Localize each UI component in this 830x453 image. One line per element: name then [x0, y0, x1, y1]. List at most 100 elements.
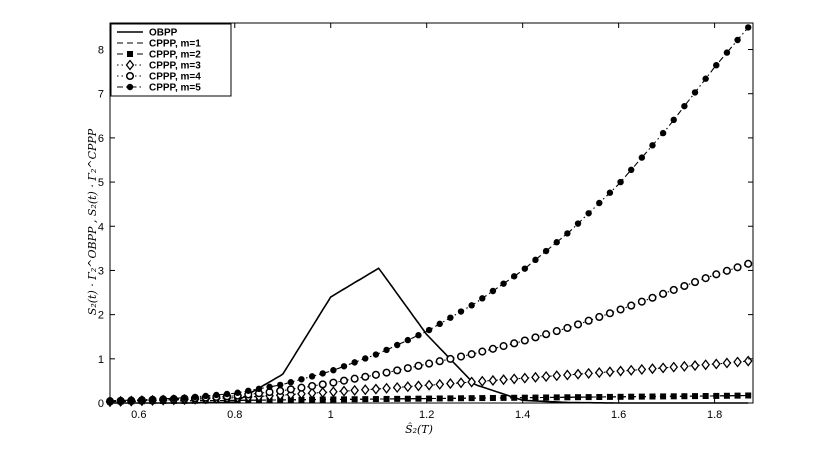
legend-label: CPPP, m=5 — [149, 83, 201, 94]
series-marker — [510, 339, 519, 348]
legend-entry: OBPP — [117, 28, 178, 39]
series-marker — [351, 359, 358, 366]
series-marker — [309, 396, 316, 403]
series-marker — [181, 394, 188, 402]
series-layer — [105, 24, 753, 408]
series-marker — [681, 102, 688, 110]
y-tick-label: 2 — [98, 310, 104, 322]
y-axis-label: S₂(t) · Γ₂^OBPP , S₂(t) · Γ₂^CPPP — [86, 128, 99, 315]
series-marker — [159, 395, 167, 402]
series-marker — [468, 302, 475, 309]
series-marker — [745, 392, 752, 399]
series-marker — [330, 367, 337, 374]
series-marker — [489, 394, 496, 401]
series-marker — [489, 287, 497, 295]
series-marker — [457, 308, 465, 315]
series-marker — [691, 89, 699, 96]
series-marker — [702, 75, 709, 82]
series-marker — [286, 385, 295, 394]
series-marker — [669, 285, 678, 294]
series-marker — [723, 392, 730, 399]
series-marker — [415, 332, 422, 339]
series-marker — [606, 189, 614, 196]
series-marker — [340, 363, 348, 370]
series-marker — [117, 397, 124, 404]
series-marker — [298, 376, 305, 383]
series-marker — [425, 326, 433, 334]
x-tick-label: 1.8 — [707, 409, 722, 421]
y-tick-label: 3 — [98, 265, 104, 277]
series-marker — [521, 394, 528, 401]
series-marker — [329, 378, 338, 387]
series-marker — [509, 373, 519, 385]
series-marker — [627, 301, 636, 310]
series-marker — [446, 354, 455, 363]
series-marker — [456, 352, 466, 361]
series-marker — [745, 24, 752, 31]
series-marker — [382, 382, 391, 394]
series-marker — [245, 387, 252, 394]
series-marker — [456, 377, 466, 389]
series-marker — [669, 361, 679, 373]
series-marker — [361, 372, 370, 381]
series-marker — [393, 366, 402, 375]
series-marker — [553, 239, 560, 246]
series-marker — [617, 393, 624, 400]
series-marker — [414, 361, 423, 370]
series-marker — [733, 356, 742, 368]
series-marker — [499, 374, 508, 386]
series-marker — [713, 392, 720, 399]
y-tick-label: 4 — [98, 221, 104, 233]
series-marker — [488, 374, 498, 387]
series-marker — [574, 220, 582, 227]
series-marker — [680, 360, 689, 372]
x-tick-label: 0.8 — [227, 409, 242, 421]
series-marker — [403, 381, 413, 393]
series-marker — [371, 370, 380, 379]
series-marker — [499, 342, 508, 351]
series-marker — [701, 274, 710, 283]
y-tick-label: 1 — [98, 354, 104, 366]
series-marker — [425, 359, 434, 368]
series-marker — [500, 280, 507, 287]
series-marker — [350, 374, 359, 383]
series-marker — [670, 393, 677, 400]
plot-frame — [109, 22, 754, 404]
series-3 — [105, 355, 753, 408]
series-marker — [360, 384, 370, 396]
y-tick-label: 7 — [98, 89, 104, 101]
series-marker — [414, 380, 423, 392]
legend-label: OBPP — [149, 28, 178, 39]
legend-label: CPPP, m=4 — [149, 72, 201, 83]
series-marker — [372, 396, 379, 403]
series-marker — [330, 396, 337, 403]
series-marker — [393, 341, 401, 349]
series-marker — [394, 395, 401, 402]
series-marker — [605, 309, 614, 318]
legend-entry: CPPP, m=4 — [117, 72, 201, 83]
x-tick-label: 0.6 — [131, 409, 146, 421]
series-marker — [424, 379, 434, 391]
legend-entry: CPPP, m=5 — [117, 83, 201, 94]
series-marker — [404, 395, 411, 402]
series-marker — [713, 61, 720, 69]
series-marker — [531, 333, 540, 342]
series-marker — [362, 396, 369, 403]
series-marker — [468, 395, 475, 402]
series-marker — [404, 336, 412, 344]
series-marker — [616, 305, 625, 314]
series-marker — [626, 364, 636, 376]
x-axis-label: Ŝ₂(T) — [405, 422, 433, 436]
series-marker — [722, 357, 732, 369]
legend-marker — [127, 51, 133, 57]
series-marker — [106, 397, 114, 404]
series-marker — [447, 395, 454, 402]
y-tick-label: 5 — [98, 177, 104, 189]
series-marker — [276, 381, 284, 389]
series-marker — [670, 116, 677, 124]
tick-layer: 0.6 0.8 1 1.2 1.4 1.6 1.8 0 1 2 3 4 5 6 7 8 — [98, 23, 753, 421]
series-marker — [138, 396, 146, 403]
series-marker — [627, 166, 635, 174]
series-marker — [723, 49, 731, 56]
series-marker — [234, 389, 241, 396]
